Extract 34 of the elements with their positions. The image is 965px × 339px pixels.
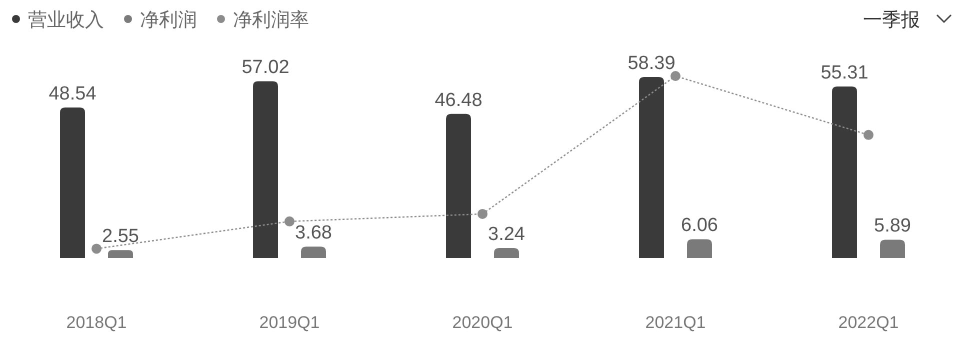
bar bbox=[832, 86, 857, 258]
data-label: 5.89 bbox=[874, 216, 911, 237]
bar bbox=[446, 114, 471, 258]
bar bbox=[301, 246, 326, 258]
point bbox=[478, 208, 488, 219]
data-label: 3.68 bbox=[295, 222, 332, 244]
bar bbox=[639, 76, 664, 258]
point bbox=[864, 130, 874, 140]
data-label: 57.02 bbox=[242, 57, 290, 78]
data-label: 2.55 bbox=[102, 226, 139, 248]
x-tick-label: 2021Q1 bbox=[645, 313, 706, 332]
data-label: 46.48 bbox=[434, 90, 482, 111]
data-label: 55.31 bbox=[820, 62, 868, 84]
x-tick-label: 2019Q1 bbox=[259, 313, 320, 332]
legend-label: 净利润率 bbox=[233, 9, 309, 31]
bar bbox=[494, 248, 519, 258]
legend-label: 营业收入 bbox=[28, 10, 104, 31]
bar bbox=[108, 250, 133, 258]
x-tick-label: 2022Q1 bbox=[838, 313, 899, 332]
point bbox=[284, 216, 294, 226]
bar bbox=[60, 108, 85, 258]
bar bbox=[880, 240, 905, 258]
x-tick-label: 2020Q1 bbox=[452, 313, 513, 332]
point bbox=[92, 244, 102, 254]
text: 一季报 bbox=[863, 10, 920, 31]
legend-label: 净利润 bbox=[140, 9, 197, 31]
data-label: 6.06 bbox=[681, 215, 718, 236]
data-label: 58.39 bbox=[628, 52, 676, 74]
x-tick-label: 2018Q1 bbox=[66, 313, 127, 332]
data-label: 3.24 bbox=[488, 224, 526, 245]
data-label: 48.54 bbox=[48, 84, 97, 104]
bar bbox=[253, 81, 278, 258]
point bbox=[670, 71, 680, 81]
bar bbox=[687, 239, 712, 258]
